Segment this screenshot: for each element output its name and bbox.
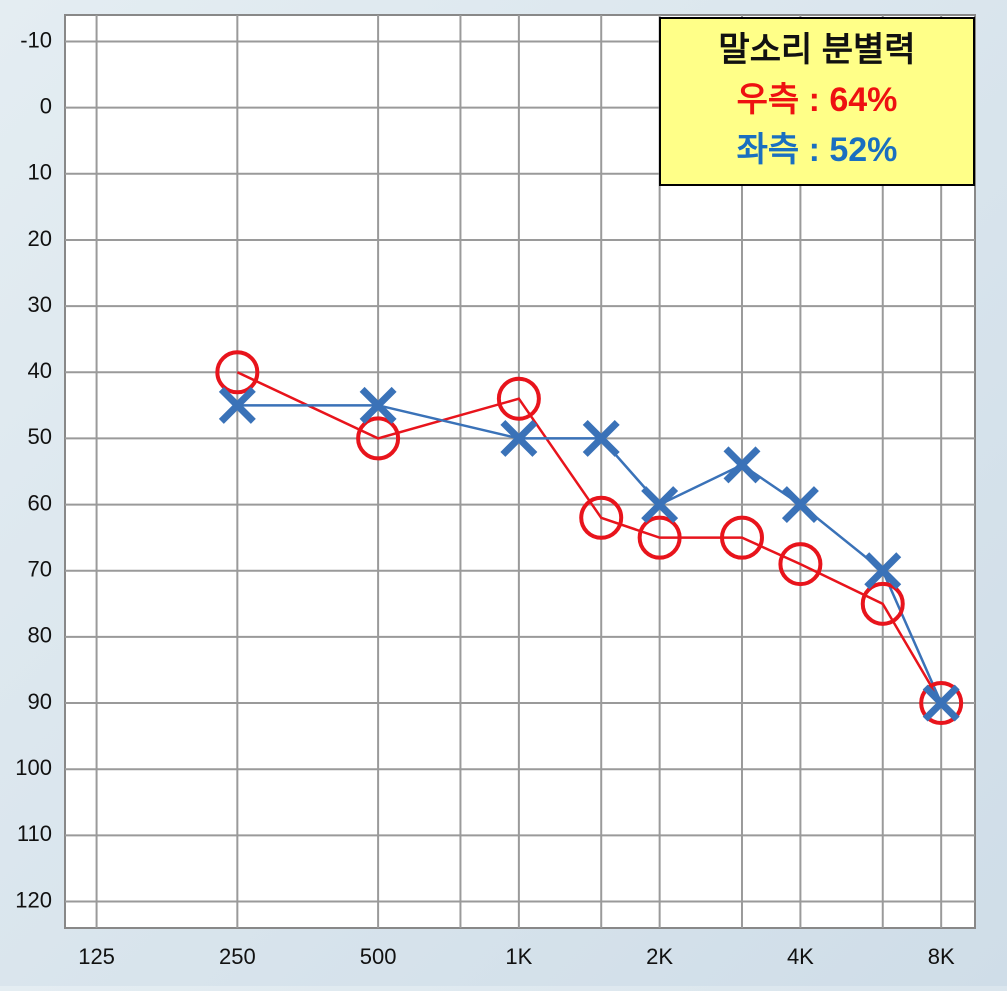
marker-circle: [496, 376, 541, 421]
marker-circle: [579, 495, 624, 540]
x-tick-label: 8K: [928, 944, 955, 969]
marker-cross: [723, 446, 761, 484]
marker-cross: [781, 486, 819, 524]
marker-circle: [860, 581, 905, 626]
marker-cross: [359, 386, 397, 424]
y-tick-label: 120: [15, 887, 52, 912]
marker-cross: [641, 486, 679, 524]
marker-circle: [637, 515, 682, 560]
series-line: [236, 371, 943, 704]
x-tick-label: 1K: [505, 944, 532, 969]
x-tick-label: 2K: [646, 944, 673, 969]
marker-cross: [218, 386, 256, 424]
x-tick-label: 250: [219, 944, 256, 969]
y-tick-label: 0: [40, 93, 52, 118]
y-tick-label: 40: [28, 358, 52, 383]
marker-cross: [864, 552, 902, 590]
annotation-line: 좌측 : 52%: [737, 131, 898, 169]
x-tick-label: 500: [360, 944, 397, 969]
marker-cross: [922, 684, 960, 722]
annotation-title: 말소리 분별력: [718, 31, 915, 69]
marker-circle: [778, 542, 823, 587]
y-tick-label: 110: [17, 821, 52, 846]
marker-cross: [582, 419, 620, 457]
y-tick-label: 60: [28, 490, 52, 515]
y-tick-label: 80: [28, 623, 52, 648]
marks: [215, 350, 964, 726]
y-tick-label: 70: [28, 557, 52, 582]
y-tick-label: 30: [28, 292, 52, 317]
y-tick-label: 100: [15, 755, 52, 780]
y-tick-label: 20: [28, 226, 52, 251]
x-tick-label: 125: [78, 944, 115, 969]
annotation-line: 우측 : 64%: [737, 81, 898, 119]
x-tick-label: 4K: [787, 944, 814, 969]
y-tick-label: 90: [28, 689, 52, 714]
y-tick-label: -10: [20, 27, 52, 52]
marker-circle: [215, 350, 260, 395]
annotation-box: [659, 17, 975, 186]
y-tick-label: 10: [28, 160, 52, 185]
marker-circle: [719, 515, 764, 560]
marker-circle: [356, 416, 401, 461]
marker-circle: [919, 681, 964, 726]
y-tick-label: 50: [28, 424, 52, 449]
marker-cross: [500, 419, 538, 457]
